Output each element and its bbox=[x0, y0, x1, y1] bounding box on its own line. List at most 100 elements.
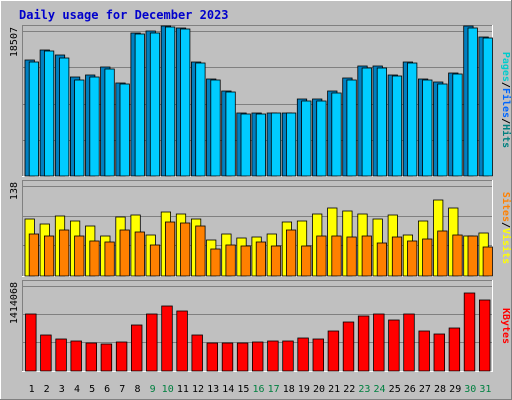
day-label: 12 bbox=[192, 384, 204, 395]
bar-files bbox=[331, 92, 342, 177]
bar-sites bbox=[240, 245, 251, 277]
legend-item: / bbox=[500, 82, 511, 88]
bar-files bbox=[285, 112, 297, 177]
bar-kbytes bbox=[40, 334, 52, 372]
bar-sites bbox=[407, 240, 418, 277]
day-label: 27 bbox=[419, 384, 431, 395]
bar-files bbox=[28, 61, 40, 177]
bar-sites bbox=[437, 230, 448, 277]
day-label: 3 bbox=[59, 384, 65, 395]
bar-files bbox=[164, 26, 176, 177]
bar-kbytes bbox=[282, 340, 294, 372]
bar-kbytes bbox=[312, 338, 325, 372]
day-label: 31 bbox=[479, 384, 491, 395]
bar-sites bbox=[270, 245, 282, 277]
day-label: 29 bbox=[449, 384, 461, 395]
bar-kbytes bbox=[25, 313, 37, 372]
bar-kbytes bbox=[251, 341, 264, 372]
day-label: 25 bbox=[389, 384, 401, 395]
day-label: 22 bbox=[343, 384, 355, 395]
legend-item: Pages bbox=[500, 52, 511, 82]
bar-kbytes bbox=[478, 299, 491, 372]
max-label-hits-files-pages: 18507 bbox=[9, 27, 20, 57]
day-axis: 1 2 3 4 5 6 7 8 9 10 11 12 13 14 15 16 17 18 19 20 21 22 23 24 2… bbox=[29, 384, 492, 395]
legend-kbytes: KBytes bbox=[500, 308, 511, 344]
bar-sites bbox=[376, 242, 388, 277]
bar-files bbox=[376, 67, 388, 177]
bar-files bbox=[89, 76, 100, 177]
legend-item: Files bbox=[500, 88, 512, 118]
legend-item: Sites bbox=[500, 192, 512, 222]
panel-kbytes: 1414068 KBytes bbox=[9, 280, 511, 372]
legend-item: KBytes bbox=[500, 308, 511, 344]
bar-kbytes bbox=[191, 334, 203, 372]
bar-sites bbox=[316, 235, 327, 277]
bar-files bbox=[391, 75, 403, 177]
bar-kbytes bbox=[70, 340, 82, 372]
bar-kbytes bbox=[146, 313, 158, 372]
bar-sites bbox=[44, 235, 55, 277]
bar-sites bbox=[28, 233, 40, 277]
bar-files bbox=[104, 68, 115, 177]
bar-kbytes bbox=[236, 342, 249, 372]
day-label: 6 bbox=[104, 384, 110, 395]
bar-files bbox=[422, 79, 433, 177]
bar-kbytes bbox=[55, 338, 67, 372]
bar-files bbox=[44, 50, 55, 177]
bar-sites bbox=[255, 241, 267, 277]
bar-files bbox=[74, 79, 85, 177]
day-label: 14 bbox=[222, 384, 234, 395]
bar-files bbox=[195, 62, 206, 177]
bar-files bbox=[149, 32, 161, 177]
day-label: 28 bbox=[434, 384, 446, 395]
day-label: 24 bbox=[373, 384, 385, 395]
legend-item: Hits bbox=[500, 124, 512, 148]
bar-files bbox=[134, 33, 145, 177]
bar-sites bbox=[482, 246, 493, 277]
bar-kbytes bbox=[297, 337, 309, 372]
day-label: 26 bbox=[404, 384, 416, 395]
day-label: 7 bbox=[119, 384, 125, 395]
bar-files bbox=[361, 67, 372, 177]
bar-files bbox=[452, 73, 463, 177]
bar-sites bbox=[195, 225, 206, 277]
day-label: 30 bbox=[464, 384, 476, 395]
bar-files bbox=[407, 62, 418, 177]
bar-kbytes bbox=[463, 292, 476, 372]
bar-files bbox=[210, 79, 221, 177]
bar-files bbox=[270, 112, 282, 177]
bar-kbytes bbox=[130, 324, 143, 372]
bar-kbytes bbox=[176, 310, 188, 372]
bar-files bbox=[59, 57, 70, 177]
day-label: 2 bbox=[44, 384, 50, 395]
day-label: 23 bbox=[358, 384, 370, 395]
bar-kbytes bbox=[115, 341, 128, 372]
bar-sites bbox=[467, 235, 478, 277]
bar-kbytes bbox=[433, 333, 446, 372]
bar-sites bbox=[149, 244, 161, 277]
day-label: 5 bbox=[89, 384, 95, 395]
bar-sites bbox=[119, 229, 130, 277]
legend-item: Visits bbox=[500, 228, 512, 264]
bar-sites bbox=[285, 229, 297, 277]
day-label: 1 bbox=[29, 384, 35, 395]
bar-files bbox=[316, 100, 327, 177]
bar-files bbox=[119, 83, 130, 177]
panel-visits-sites: 138 Sites/Visits bbox=[9, 180, 512, 277]
bar-sites bbox=[104, 241, 115, 277]
chart-panels: 18507Pages/Files/Hits138Sites/Visits1414… bbox=[9, 25, 512, 372]
day-label: 13 bbox=[207, 384, 219, 395]
legend-item: / bbox=[500, 222, 511, 228]
bar-kbytes bbox=[85, 342, 98, 372]
bar-kbytes bbox=[448, 327, 461, 372]
bar-files bbox=[225, 91, 236, 177]
bar-kbytes bbox=[357, 315, 370, 372]
bar-kbytes bbox=[221, 342, 234, 372]
bar-sites bbox=[164, 221, 176, 277]
bar-kbytes bbox=[161, 305, 173, 372]
legend-hits-files-pages: Pages/Files/Hits bbox=[500, 52, 512, 148]
bar-files bbox=[346, 79, 357, 177]
bar-files bbox=[437, 83, 448, 177]
